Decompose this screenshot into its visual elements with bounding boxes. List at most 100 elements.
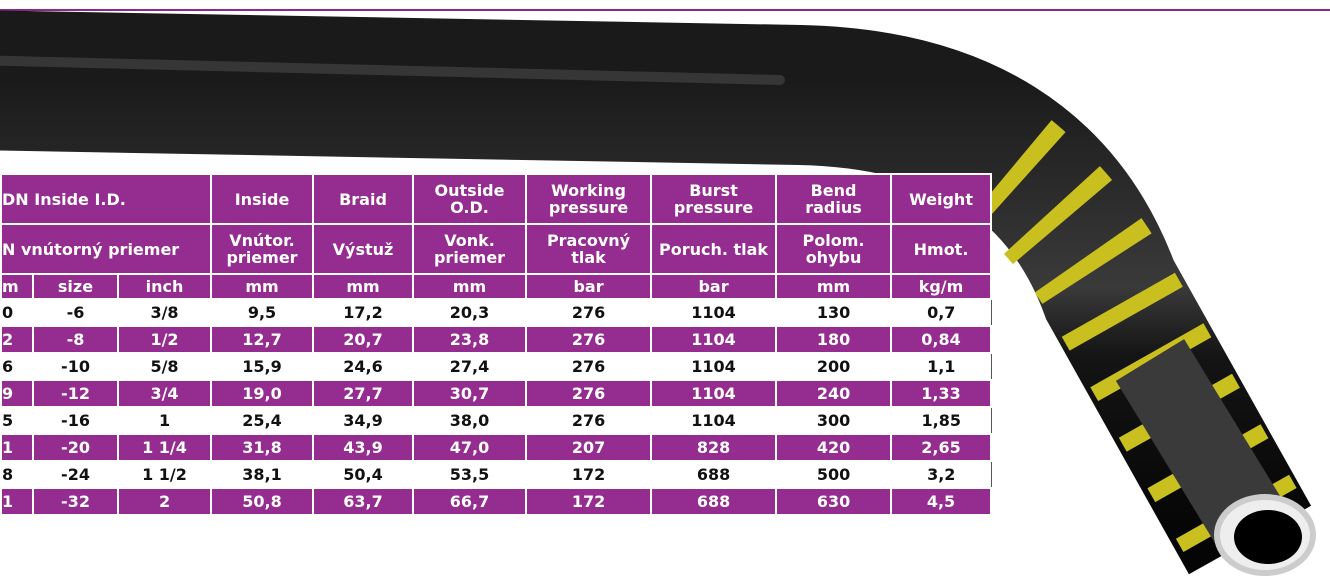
table-cell: 1104 (651, 353, 776, 380)
table-cell: 23,8 (413, 326, 526, 353)
table-cell: Braid (313, 174, 413, 224)
table-cell: Polom. ohybu (776, 224, 891, 274)
table-cell: Inside (211, 174, 313, 224)
data-row: 1-32250,863,766,71726886304,5 (1, 488, 991, 515)
table-cell: 3/4 (118, 380, 211, 407)
table-cell: 688 (651, 488, 776, 515)
table-cell: size (33, 274, 118, 299)
table-cell: 276 (526, 407, 651, 434)
table-cell: 1 (118, 407, 211, 434)
table-cell: 9,5 (211, 299, 313, 326)
table-cell: Výstuž (313, 224, 413, 274)
table-cell: -20 (33, 434, 118, 461)
table-cell: kg/m (891, 274, 991, 299)
table-cell: 8 (1, 461, 33, 488)
table-cell: Vnútor. priemer (211, 224, 313, 274)
table-cell: Hmot. (891, 224, 991, 274)
table-cell: 1,85 (891, 407, 991, 434)
table-cell: 43,9 (313, 434, 413, 461)
table-cell: mm (413, 274, 526, 299)
table-cell: 19,0 (211, 380, 313, 407)
table-cell: 9 (1, 380, 33, 407)
page: DN Inside I.D.InsideBraidOutside O.D.Wor… (0, 0, 1330, 578)
top-rule (0, 9, 1330, 11)
table-cell: 53,5 (413, 461, 526, 488)
table-cell: 34,9 (313, 407, 413, 434)
table-cell: 12,7 (211, 326, 313, 353)
table-cell: 630 (776, 488, 891, 515)
table-cell: inch (118, 274, 211, 299)
table-cell: 5 (1, 407, 33, 434)
table-cell: 276 (526, 353, 651, 380)
table-cell: 1104 (651, 407, 776, 434)
table-cell: 50,4 (313, 461, 413, 488)
table-cell: DN Inside I.D. (1, 174, 211, 224)
table-cell: 38,1 (211, 461, 313, 488)
table-cell: 20,7 (313, 326, 413, 353)
table-cell: 3/8 (118, 299, 211, 326)
table-cell: 27,4 (413, 353, 526, 380)
table-cell: 180 (776, 326, 891, 353)
table-cell: 0,84 (891, 326, 991, 353)
table-cell: 300 (776, 407, 891, 434)
table-cell: 17,2 (313, 299, 413, 326)
table-cell: 172 (526, 461, 651, 488)
table-cell: 130 (776, 299, 891, 326)
table-cell: 200 (776, 353, 891, 380)
table-cell: 1 (1, 488, 33, 515)
hose-bore (1234, 510, 1302, 564)
table-cell: 0,7 (891, 299, 991, 326)
table-cell: 15,9 (211, 353, 313, 380)
table-cell: 63,7 (313, 488, 413, 515)
table-cell: 38,0 (413, 407, 526, 434)
table-cell: 1 (1, 434, 33, 461)
table-cell: -32 (33, 488, 118, 515)
table-cell: 3,2 (891, 461, 991, 488)
table-cell: Bend radius (776, 174, 891, 224)
table-cell: 828 (651, 434, 776, 461)
table-cell: 25,4 (211, 407, 313, 434)
table-cell: 2,65 (891, 434, 991, 461)
table-cell: mm (211, 274, 313, 299)
table-cell: 30,7 (413, 380, 526, 407)
table-cell: -12 (33, 380, 118, 407)
table-cell: 66,7 (413, 488, 526, 515)
table-cell: Vonk. priemer (413, 224, 526, 274)
table-cell: 31,8 (211, 434, 313, 461)
data-row: 2-81/212,720,723,827611041800,84 (1, 326, 991, 353)
table-cell: Poruch. tlak (651, 224, 776, 274)
table-cell: 24,6 (313, 353, 413, 380)
table-cell: 688 (651, 461, 776, 488)
table-cell: 172 (526, 488, 651, 515)
table-cell: 50,8 (211, 488, 313, 515)
table-cell: 5/8 (118, 353, 211, 380)
table-cell: 2 (118, 488, 211, 515)
table-cell: bar (651, 274, 776, 299)
table-cell: 1 1/4 (118, 434, 211, 461)
table-cell: bar (526, 274, 651, 299)
table-cell: Burst pressure (651, 174, 776, 224)
table-cell: m (1, 274, 33, 299)
table-cell: -6 (33, 299, 118, 326)
table-cell: -16 (33, 407, 118, 434)
table-cell: 1104 (651, 299, 776, 326)
table-cell: mm (313, 274, 413, 299)
table-cell: 6 (1, 353, 33, 380)
table-cell: 0 (1, 299, 33, 326)
table-cell: -10 (33, 353, 118, 380)
table-cell: mm (776, 274, 891, 299)
table-cell: 240 (776, 380, 891, 407)
table-cell: 420 (776, 434, 891, 461)
table-cell: Weight (891, 174, 991, 224)
table-cell: -24 (33, 461, 118, 488)
table-cell: 1104 (651, 326, 776, 353)
table-cell: 20,3 (413, 299, 526, 326)
